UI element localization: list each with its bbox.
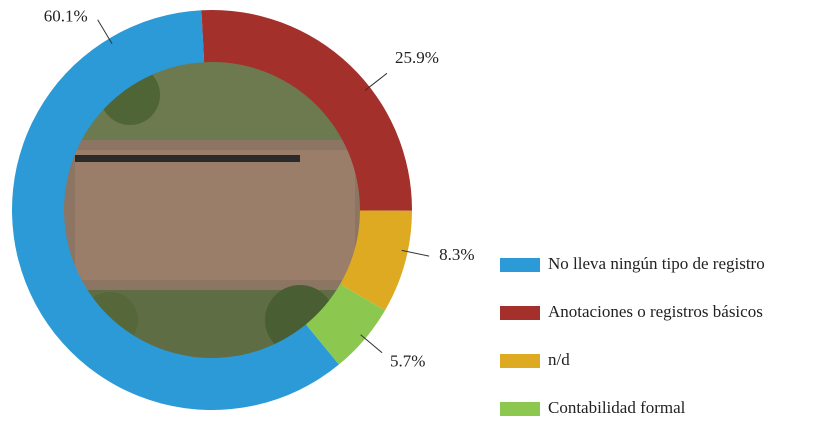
- leader-line: [98, 20, 112, 44]
- data-label: 8.3%: [439, 245, 474, 264]
- legend-swatch: [500, 354, 540, 368]
- legend-label: Contabilidad formal: [548, 398, 686, 417]
- legend-swatch: [500, 402, 540, 416]
- leader-line: [365, 73, 387, 90]
- data-label: 60.1%: [44, 7, 88, 26]
- chart: 60.1% 25.9% 8.3% 5.7% No lleva ningún tipo d…: [0, 0, 821, 422]
- leader-line: [361, 335, 382, 353]
- legend-swatch: [500, 258, 540, 272]
- legend-label: No lleva ningún tipo de registro: [548, 254, 765, 273]
- data-label: 5.7%: [390, 352, 425, 371]
- legend-label: Anotaciones o registros básicos: [548, 302, 763, 321]
- legend-swatch: [500, 306, 540, 320]
- legend-label: n/d: [548, 350, 570, 369]
- data-label: 25.9%: [395, 48, 439, 67]
